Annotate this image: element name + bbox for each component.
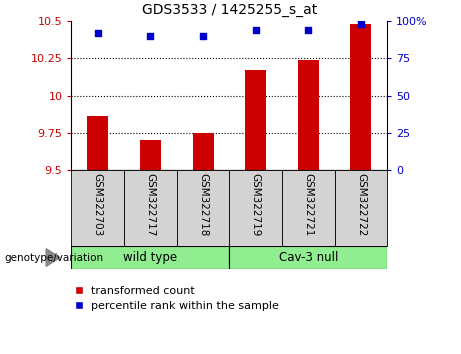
Point bbox=[147, 33, 154, 39]
Bar bbox=[177, 170, 229, 246]
Bar bbox=[124, 170, 177, 246]
Text: GSM322721: GSM322721 bbox=[303, 173, 313, 236]
Point bbox=[199, 33, 207, 39]
Point bbox=[357, 21, 365, 27]
Bar bbox=[193, 133, 213, 170]
Bar bbox=[335, 170, 387, 246]
Bar bbox=[71, 246, 230, 269]
Text: Cav-3 null: Cav-3 null bbox=[278, 251, 338, 264]
Bar bbox=[298, 60, 319, 170]
Text: GSM322717: GSM322717 bbox=[145, 173, 155, 236]
Point bbox=[305, 27, 312, 33]
Bar bbox=[245, 70, 266, 170]
Text: GSM322718: GSM322718 bbox=[198, 173, 208, 236]
Text: GSM322703: GSM322703 bbox=[93, 173, 103, 236]
Bar bbox=[140, 140, 161, 170]
Point bbox=[252, 27, 260, 33]
Bar bbox=[87, 116, 108, 170]
Bar bbox=[229, 246, 387, 269]
Bar bbox=[282, 170, 335, 246]
Bar bbox=[71, 170, 124, 246]
Title: GDS3533 / 1425255_s_at: GDS3533 / 1425255_s_at bbox=[142, 4, 317, 17]
Bar bbox=[229, 170, 282, 246]
Polygon shape bbox=[46, 249, 60, 266]
Legend: transformed count, percentile rank within the sample: transformed count, percentile rank withi… bbox=[68, 282, 284, 315]
Text: GSM322719: GSM322719 bbox=[251, 173, 260, 236]
Point bbox=[94, 30, 101, 36]
Text: genotype/variation: genotype/variation bbox=[5, 252, 104, 263]
Text: GSM322722: GSM322722 bbox=[356, 173, 366, 236]
Bar bbox=[350, 24, 372, 170]
Text: wild type: wild type bbox=[124, 251, 177, 264]
